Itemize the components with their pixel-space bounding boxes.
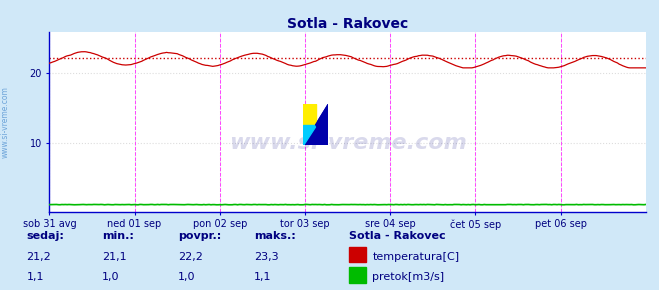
Text: povpr.:: povpr.: <box>178 231 221 241</box>
Text: temperatura[C]: temperatura[C] <box>372 251 459 262</box>
Text: 1,0: 1,0 <box>178 272 196 282</box>
Text: 21,2: 21,2 <box>26 251 51 262</box>
Polygon shape <box>303 125 316 145</box>
Text: 1,0: 1,0 <box>102 272 120 282</box>
Text: www.si-vreme.com: www.si-vreme.com <box>229 133 467 153</box>
Text: 1,1: 1,1 <box>26 272 44 282</box>
Text: min.:: min.: <box>102 231 134 241</box>
Title: Sotla - Rakovec: Sotla - Rakovec <box>287 17 408 31</box>
Bar <box>303 104 316 125</box>
Text: 21,1: 21,1 <box>102 251 127 262</box>
Text: maks.:: maks.: <box>254 231 295 241</box>
Text: sedaj:: sedaj: <box>26 231 64 241</box>
Text: 23,3: 23,3 <box>254 251 278 262</box>
Text: www.si-vreme.com: www.si-vreme.com <box>1 86 10 158</box>
Polygon shape <box>303 104 328 145</box>
Polygon shape <box>316 104 328 145</box>
Text: Sotla - Rakovec: Sotla - Rakovec <box>349 231 446 241</box>
Text: pretok[m3/s]: pretok[m3/s] <box>372 272 444 282</box>
Text: 22,2: 22,2 <box>178 251 203 262</box>
Text: 1,1: 1,1 <box>254 272 272 282</box>
